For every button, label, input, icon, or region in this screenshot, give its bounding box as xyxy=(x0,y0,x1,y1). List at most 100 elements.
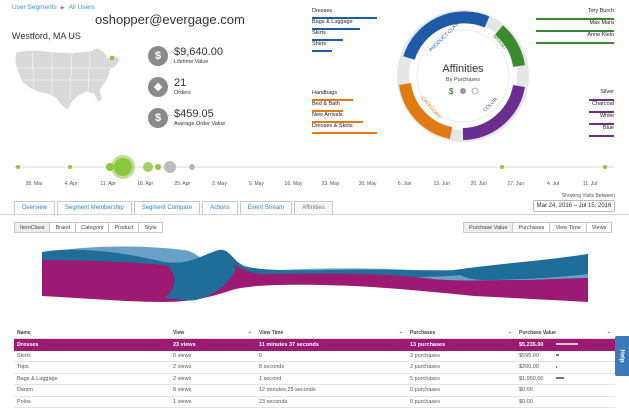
purchases-button[interactable]: Purchases xyxy=(512,222,551,233)
lifetime-value-label: Lifetime Value xyxy=(174,59,209,65)
breadcrumb: User Segments ▶ All Users xyxy=(12,4,95,11)
table-row[interactable]: Tops 2 views 8 seconds 2 purchases $200.00 xyxy=(14,362,615,374)
chevron-down-icon: ⌄ xyxy=(398,328,403,335)
help-button[interactable]: Help xyxy=(615,336,629,376)
views-button[interactable]: Views xyxy=(585,222,613,233)
timeline-date-label: 30. May xyxy=(358,181,377,187)
dropbox-icon: ❖ xyxy=(148,77,168,97)
brand-button[interactable]: Brand xyxy=(49,222,77,233)
legend-item-label: Bags & Luggage xyxy=(312,19,353,25)
legend-item-bar xyxy=(312,28,360,30)
cell-value: $0.00 xyxy=(519,398,533,405)
legend-item-blue[interactable]: Blue xyxy=(532,125,614,137)
donut-segment-product-class xyxy=(403,11,490,61)
legend-item-shirts[interactable]: Shirts xyxy=(312,41,380,52)
affinities-donut: PRODUCT CLASS BRAND COLOR CATEGORY Affin… xyxy=(397,10,529,142)
breadcrumb-all-users[interactable]: All Users xyxy=(68,4,95,11)
legend-item-bags-and-luggage[interactable]: Bags & Luggage xyxy=(312,19,380,30)
purchase-value-bar xyxy=(556,377,565,379)
table-row[interactable]: Denim 8 views 12 minutes 25 seconds 0 purch… xyxy=(14,385,615,397)
table-row[interactable]: Polos 1 views 23 seconds 0 purchases $0.00 xyxy=(14,397,615,408)
tab-event-stream[interactable]: Event Stream xyxy=(239,201,293,214)
table-row[interactable]: Skirts 0 views 0 3 purchases $595.00 xyxy=(14,351,615,362)
purchase-value-bar xyxy=(556,343,578,345)
column-header-view-time[interactable]: View Time ⌄ xyxy=(259,328,403,336)
legend-item-dresses[interactable]: Dresses xyxy=(312,8,380,19)
orders-label: Orders xyxy=(174,90,191,96)
legend-item-label: Shirts xyxy=(312,41,327,47)
legend-color: Silver Charcoal White Blue xyxy=(532,89,614,137)
legend-item-bed-and-bath[interactable]: Bed & Bath xyxy=(312,101,380,112)
legend-item-label: Anne Klein xyxy=(587,32,614,38)
timeline-date-label: 28. Mar xyxy=(25,181,43,187)
legend-item-label: Silver xyxy=(600,89,614,95)
legend-item-new-arrivals[interactable]: New Arrivals xyxy=(312,112,380,123)
category-button[interactable]: Category xyxy=(75,222,110,233)
column-header-view[interactable]: View ⌄ xyxy=(173,328,252,336)
legend-item-label: Charcoal xyxy=(591,101,614,107)
cell-value: $5,235.00 xyxy=(516,339,615,351)
legend-item-white[interactable]: White xyxy=(532,113,614,125)
cell-view: 0 views xyxy=(173,352,192,359)
legend-item-label: Dresses xyxy=(312,8,333,14)
timeline-date-label: 9. May xyxy=(248,181,264,187)
legend-item-label: Max Mara xyxy=(589,20,614,26)
style-button[interactable]: Style xyxy=(138,222,163,233)
cell-name: Polos xyxy=(17,398,31,405)
stat-lifetime-value: $ $9,640.00 Lifetime Value xyxy=(148,46,223,66)
legend-item-anne-klein[interactable]: Anne Klein xyxy=(532,32,614,44)
legend-item-charcoal[interactable]: Charcoal xyxy=(532,101,614,113)
user-email: oshopper@evergage.com xyxy=(95,12,245,27)
product-button[interactable]: Product xyxy=(108,222,140,233)
tab-affinities[interactable]: Affinities xyxy=(294,201,333,214)
column-header-purchases[interactable]: Purchases ⌄ xyxy=(410,328,512,336)
legend-item-tory-burch[interactable]: Tory Burch xyxy=(532,8,614,20)
column-header-name[interactable]: Name xyxy=(17,329,31,336)
timeline-date-label: 11. Apr xyxy=(100,181,116,187)
table-row[interactable]: Dresses 23 views 11 minutes 37 seconds 13 p… xyxy=(14,339,615,351)
table-row[interactable]: Bags & Luggage 2 views 1 second 5 purchases… xyxy=(14,374,615,385)
cell-purchases: 2 purchases xyxy=(410,364,440,371)
tab-segment-membership[interactable]: Segment Membership xyxy=(57,201,132,214)
legend-item-bar xyxy=(589,99,614,101)
affinity-stream-graph xyxy=(42,246,588,302)
aov-value: $459.05 xyxy=(174,108,214,120)
table-header: Name View ⌄ View Time ⌄ Purchases ⌄ Purchas… xyxy=(14,327,615,339)
date-range-picker[interactable]: Mar 24, 2016 – Jul 15, 2016 xyxy=(533,200,615,212)
purchase-value-button[interactable]: Purchase Value xyxy=(463,222,514,233)
breadcrumb-user-segments[interactable]: User Segments xyxy=(12,4,57,11)
legend-item-handbags[interactable]: Handbags xyxy=(312,90,380,101)
legend-item-dresses-and-skirts[interactable]: Dresses & Skirts xyxy=(312,123,380,134)
cell-purchases: 0 purchases xyxy=(410,398,440,405)
legend-item-label: New Arrivals xyxy=(312,112,343,118)
ring-label-color: COLOR xyxy=(482,96,499,113)
legend-item-bar xyxy=(312,39,343,41)
dimension-buttons: ItemClass Brand Category Product Style xyxy=(14,222,163,233)
timeline-date-label: 4. Apr xyxy=(64,181,78,187)
legend-item-silver[interactable]: Silver xyxy=(532,89,614,101)
cell-time: 1 second xyxy=(259,375,282,382)
legend-item-label: Blue xyxy=(602,125,614,131)
timeline-date-label: 25. Apr xyxy=(174,181,191,187)
timeline-date-label: 16. May xyxy=(284,181,303,187)
cell-value: $0.00 xyxy=(519,387,533,394)
timeline-date-label: 4. Jul xyxy=(546,181,559,187)
itemclass-button[interactable]: ItemClass xyxy=(14,222,51,233)
visit-timeline[interactable] xyxy=(14,150,614,180)
cell-name: Bags & Luggage xyxy=(17,375,58,382)
chevron-down-icon: ⌄ xyxy=(606,328,611,335)
cell-view: 23 views xyxy=(173,341,196,348)
donut-segment-category xyxy=(399,82,453,139)
cell-view: 2 views xyxy=(173,375,192,382)
tab-segment-compare[interactable]: Segment Compare xyxy=(133,201,201,214)
dollar-icon: $ xyxy=(148,46,168,66)
legend-item-max-mara[interactable]: Max Mara xyxy=(532,20,614,32)
legend-item-skirts[interactable]: Skirts xyxy=(312,30,380,41)
donut-segment-brand xyxy=(494,25,525,68)
view-time-button[interactable]: View Time xyxy=(549,222,587,233)
donut-segment-color xyxy=(462,84,525,140)
tab-overview[interactable]: Overview xyxy=(14,201,56,214)
tab-actions[interactable]: Actions xyxy=(202,201,238,214)
column-header-purchase-value[interactable]: Purchase Value ⌄ xyxy=(519,328,611,336)
cell-time: 11 minutes 37 seconds xyxy=(259,341,319,348)
